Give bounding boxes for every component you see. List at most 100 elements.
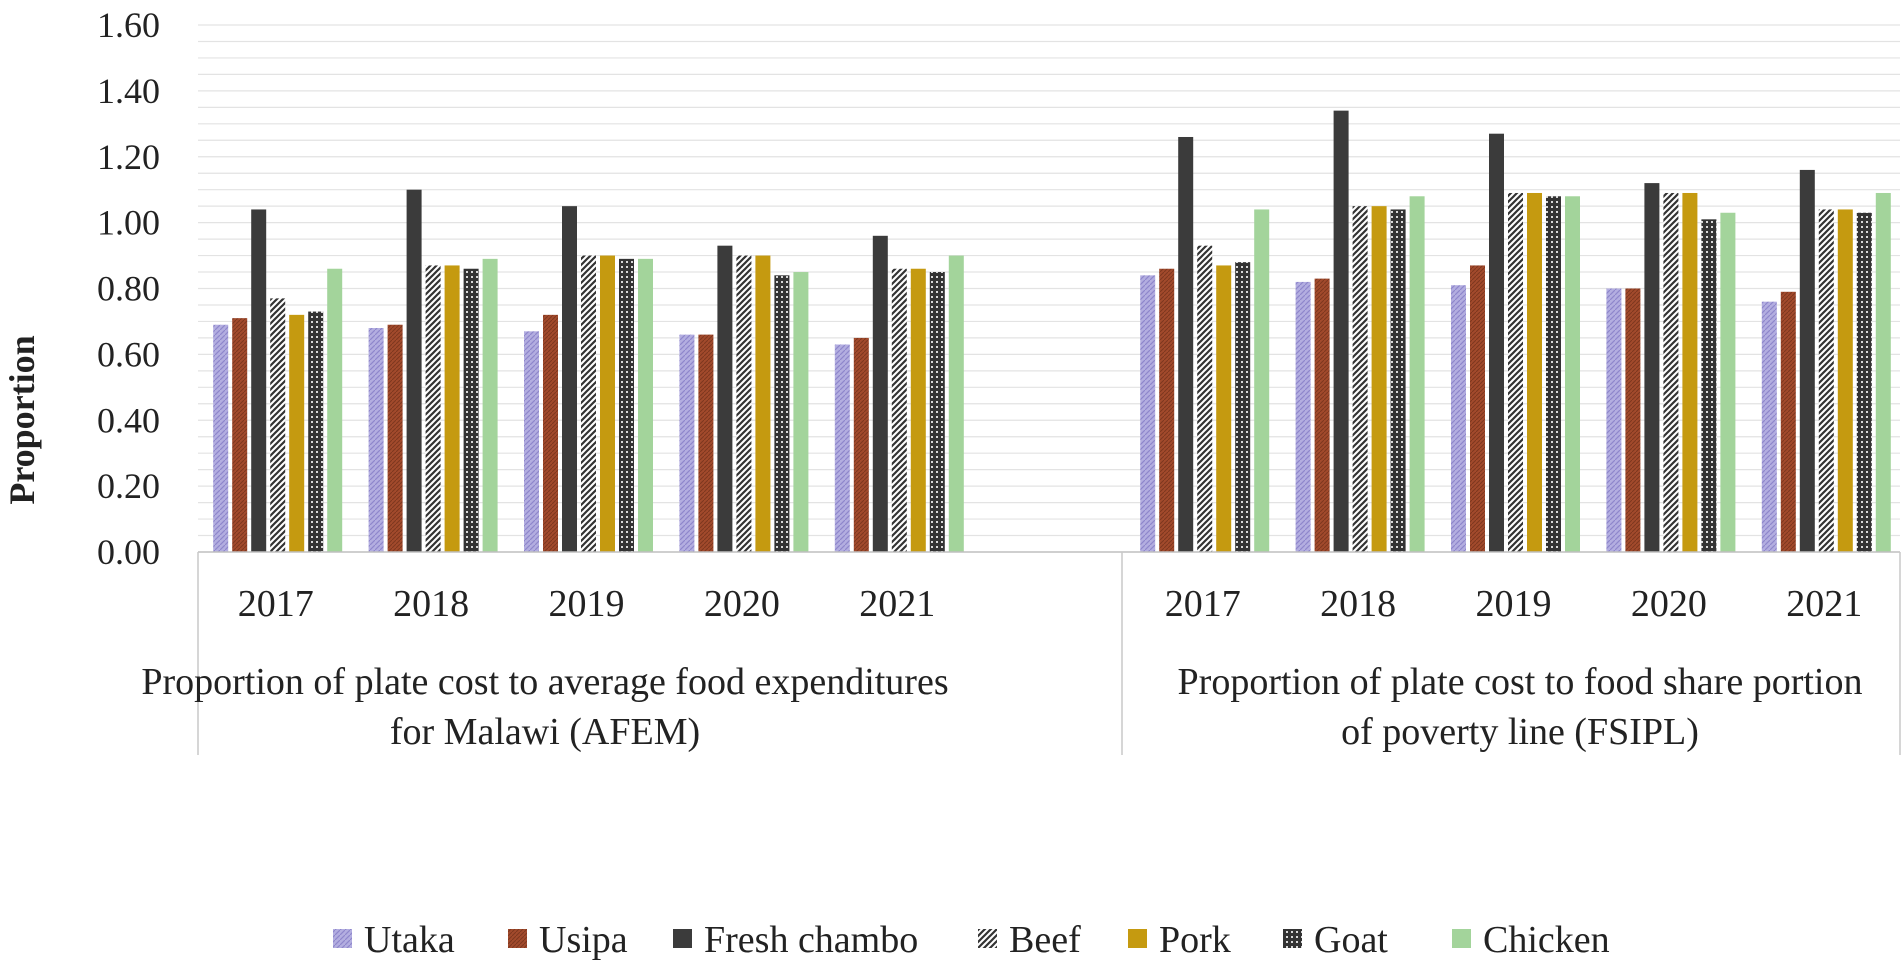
legend-swatch-pork — [1128, 929, 1147, 948]
bar-goat-2020-g2 — [1701, 219, 1717, 553]
legend-label: Beef — [1009, 919, 1081, 961]
bar-beef-2021-g1 — [891, 268, 907, 552]
legend-swatch-chambo — [673, 929, 692, 948]
bar-chambo-2019-g2 — [1489, 133, 1504, 552]
bar-goat-2019-g2 — [1546, 196, 1561, 552]
bar-beef-2020-g2 — [1663, 192, 1679, 552]
bar-goat-2021-g2 — [1856, 212, 1872, 552]
y-axis: 0.00 0.20 0.40 0.60 0.80 1.00 1.20 1.40 1.60 — [97, 5, 160, 572]
legend-swatch-goat — [1283, 929, 1302, 948]
group-label: for Malawi (AFEM) — [390, 711, 700, 753]
legend: Utaka Usipa Fresh chambo Beef Pork Goat Chicke… — [333, 919, 1610, 961]
x-tick-label: 2021 — [1786, 583, 1862, 625]
bar-utaka-2021-g2 — [1761, 301, 1777, 552]
group-label: Proportion of plate cost to average food… — [141, 661, 948, 703]
y-tick-label: 1.60 — [97, 5, 160, 45]
bar-utaka-2017-g1 — [213, 324, 229, 552]
x-tick-label: 2019 — [549, 583, 625, 625]
bar-pork-2021-g2 — [1837, 209, 1853, 552]
bar-chambo-2020-g2 — [1644, 183, 1660, 552]
bar-goat-2019-g1 — [619, 258, 634, 552]
bar-chambo-2020-g1 — [717, 245, 733, 552]
bar-utaka-2017-g2 — [1140, 275, 1156, 552]
x-axis: 2017 2018 2019 2020 2021 Proportion of plate … — [141, 551, 1901, 755]
x-tick-label: 2021 — [859, 583, 935, 625]
y-tick-label: 1.00 — [97, 203, 160, 243]
bar-chicken-2017-g2 — [1254, 209, 1270, 552]
group-label: Proportion of plate cost to food share p… — [1178, 661, 1863, 703]
x-tick-label: 2020 — [704, 583, 780, 625]
bar-chicken-2018-g2 — [1409, 196, 1425, 552]
x-tick-label: 2018 — [393, 583, 469, 625]
bar-goat-2017-g2 — [1235, 262, 1251, 552]
bar-pork-2020-g1 — [755, 255, 771, 552]
legend-swatch-usipa — [508, 929, 527, 948]
bar-utaka-2020-g2 — [1606, 288, 1622, 552]
bar-beef-2018-g2 — [1352, 206, 1368, 552]
bar-chambo-2021-g1 — [872, 235, 888, 553]
bar-beef-2018-g1 — [425, 265, 441, 552]
x-tick-label: 2019 — [1476, 583, 1552, 625]
bar-usipa-2019-g2 — [1470, 265, 1485, 552]
bar-utaka-2018-g2 — [1295, 281, 1311, 552]
legend-swatch-chicken — [1452, 929, 1471, 948]
bar-beef-2017-g2 — [1197, 245, 1213, 552]
bar-pork-2017-g2 — [1216, 265, 1232, 552]
x-tick-label: 2018 — [1320, 583, 1396, 625]
bar-pork-2020-g2 — [1682, 192, 1698, 552]
bar-chicken-2018-g1 — [482, 258, 498, 552]
bar-usipa-2020-g1 — [698, 334, 714, 552]
bar-usipa-2020-g2 — [1625, 288, 1641, 552]
bar-pork-2018-g2 — [1371, 206, 1387, 552]
bar-chambo-2017-g2 — [1178, 136, 1194, 553]
bar-chicken-2020-g1 — [793, 272, 809, 552]
bar-chambo-2017-g1 — [251, 209, 267, 552]
bar-usipa-2018-g2 — [1314, 278, 1330, 552]
bar-goat-2018-g2 — [1390, 209, 1406, 552]
bar-chambo-2018-g2 — [1333, 110, 1349, 552]
bar-utaka-2021-g1 — [834, 344, 850, 552]
bar-usipa-2017-g1 — [232, 318, 248, 552]
bar-chicken-2019-g2 — [1565, 196, 1580, 552]
bar-utaka-2019-g2 — [1451, 285, 1466, 552]
bar-utaka-2020-g1 — [679, 334, 695, 552]
bar-chicken-2019-g1 — [638, 258, 653, 552]
bar-pork-2019-g1 — [600, 255, 615, 552]
legend-label: Goat — [1314, 919, 1388, 961]
bar-pork-2019-g2 — [1527, 192, 1542, 552]
group-label: of poverty line (FSIPL) — [1341, 711, 1699, 753]
x-tick-label: 2017 — [238, 583, 314, 625]
y-tick-label: 1.40 — [97, 71, 160, 111]
y-tick-label: 1.20 — [97, 137, 160, 177]
bar-goat-2020-g1 — [774, 275, 790, 552]
bar-pork-2018-g1 — [444, 265, 460, 552]
bar-usipa-2021-g1 — [853, 337, 869, 552]
y-tick-label: 0.00 — [97, 532, 160, 572]
bar-beef-2019-g2 — [1508, 192, 1523, 552]
bar-usipa-2021-g2 — [1780, 291, 1796, 552]
bar-pork-2021-g1 — [910, 268, 926, 552]
x-tick-label: 2017 — [1165, 583, 1241, 625]
y-tick-label: 0.20 — [97, 466, 160, 506]
bar-chambo-2021-g2 — [1799, 169, 1815, 553]
legend-swatch-beef — [978, 929, 997, 948]
bar-chambo-2019-g1 — [562, 206, 577, 552]
x-tick-label: 2020 — [1631, 583, 1707, 625]
bar-utaka-2019-g1 — [524, 331, 539, 552]
bar-chambo-2018-g1 — [406, 189, 422, 552]
bar-goat-2021-g1 — [929, 272, 945, 552]
bar-beef-2019-g1 — [581, 255, 596, 552]
bar-chicken-2021-g2 — [1875, 192, 1891, 552]
bar-chicken-2021-g1 — [948, 255, 964, 552]
bar-pork-2017-g1 — [289, 314, 305, 552]
legend-label: Utaka — [364, 919, 455, 961]
bar-chicken-2020-g2 — [1720, 212, 1736, 552]
bar-goat-2018-g1 — [463, 268, 479, 552]
bar-usipa-2019-g1 — [543, 314, 558, 552]
bar-usipa-2017-g2 — [1159, 268, 1175, 552]
bar-goat-2017-g1 — [308, 311, 324, 552]
bar-chicken-2017-g1 — [327, 268, 343, 552]
bars — [213, 110, 1891, 553]
bar-beef-2020-g1 — [736, 255, 752, 552]
